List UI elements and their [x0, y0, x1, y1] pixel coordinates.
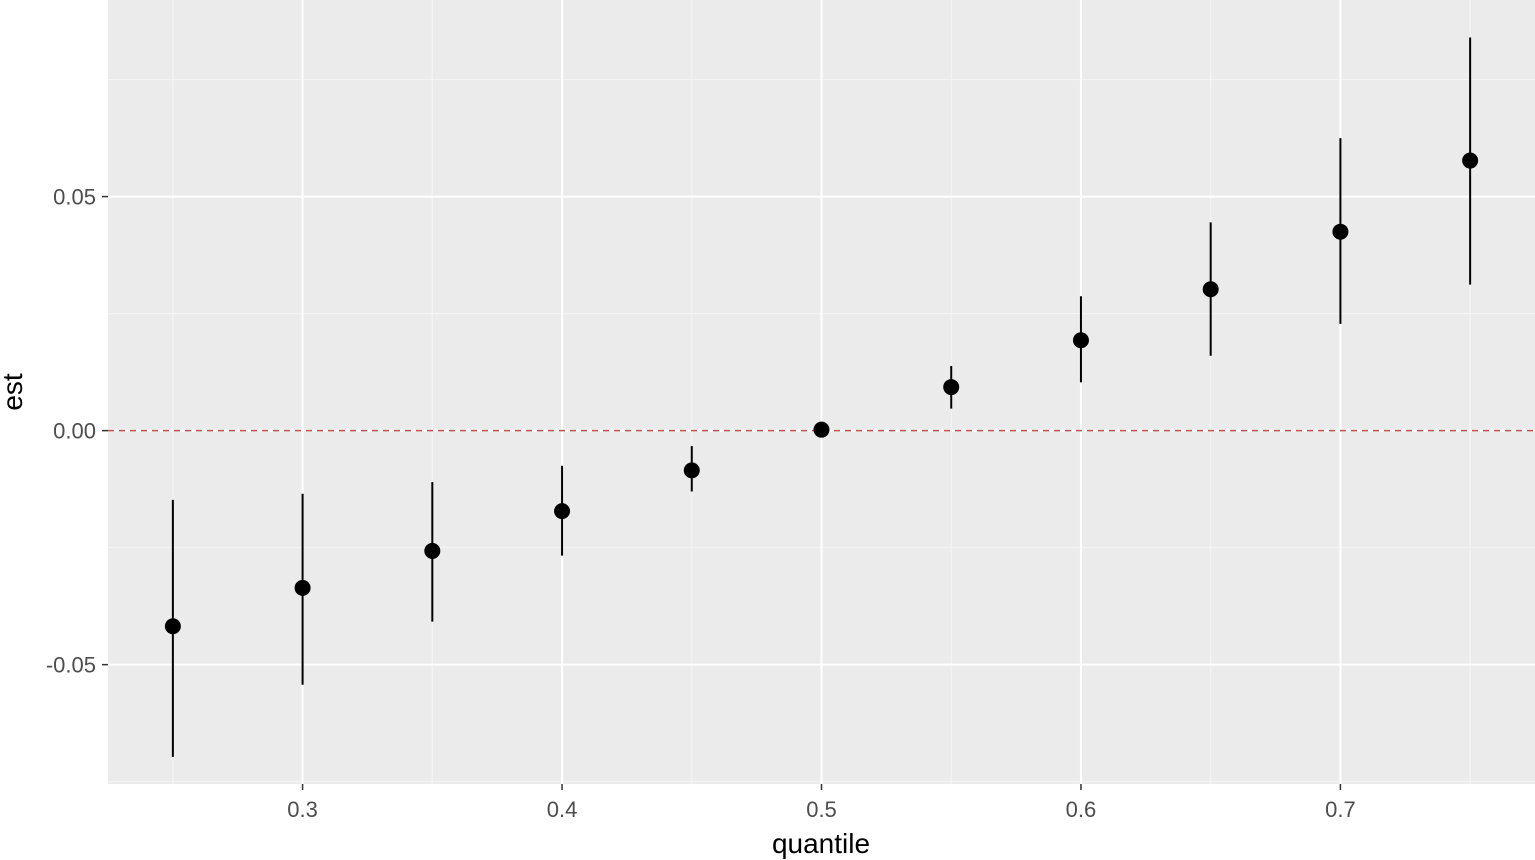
x-axis-ticks: 0.3 0.4 0.5 0.6 0.7: [287, 784, 1356, 822]
data-point: [1072, 332, 1089, 349]
y-axis-title: est: [0, 373, 28, 411]
x-tick-label: 0.6: [1066, 797, 1097, 822]
data-point: [554, 503, 571, 520]
y-tick-label: 0.00: [53, 419, 96, 444]
x-axis-title: quantile: [772, 828, 870, 859]
y-tick-label: -0.05: [46, 653, 96, 678]
y-axis-ticks: -0.05 0.00 0.05: [46, 185, 108, 678]
data-point: [943, 379, 960, 396]
data-point: [164, 618, 181, 635]
y-tick-label: 0.05: [53, 185, 96, 210]
data-point: [294, 579, 311, 596]
data-point: [1202, 281, 1219, 298]
data-point: [683, 462, 700, 479]
x-tick-label: 0.5: [806, 797, 837, 822]
x-tick-label: 0.7: [1325, 797, 1356, 822]
x-tick-label: 0.3: [287, 797, 318, 822]
data-points: [164, 152, 1479, 635]
data-point: [1462, 152, 1479, 169]
data-point: [1332, 223, 1349, 240]
data-point: [424, 542, 441, 559]
data-point: [813, 421, 830, 438]
x-tick-label: 0.4: [547, 797, 578, 822]
